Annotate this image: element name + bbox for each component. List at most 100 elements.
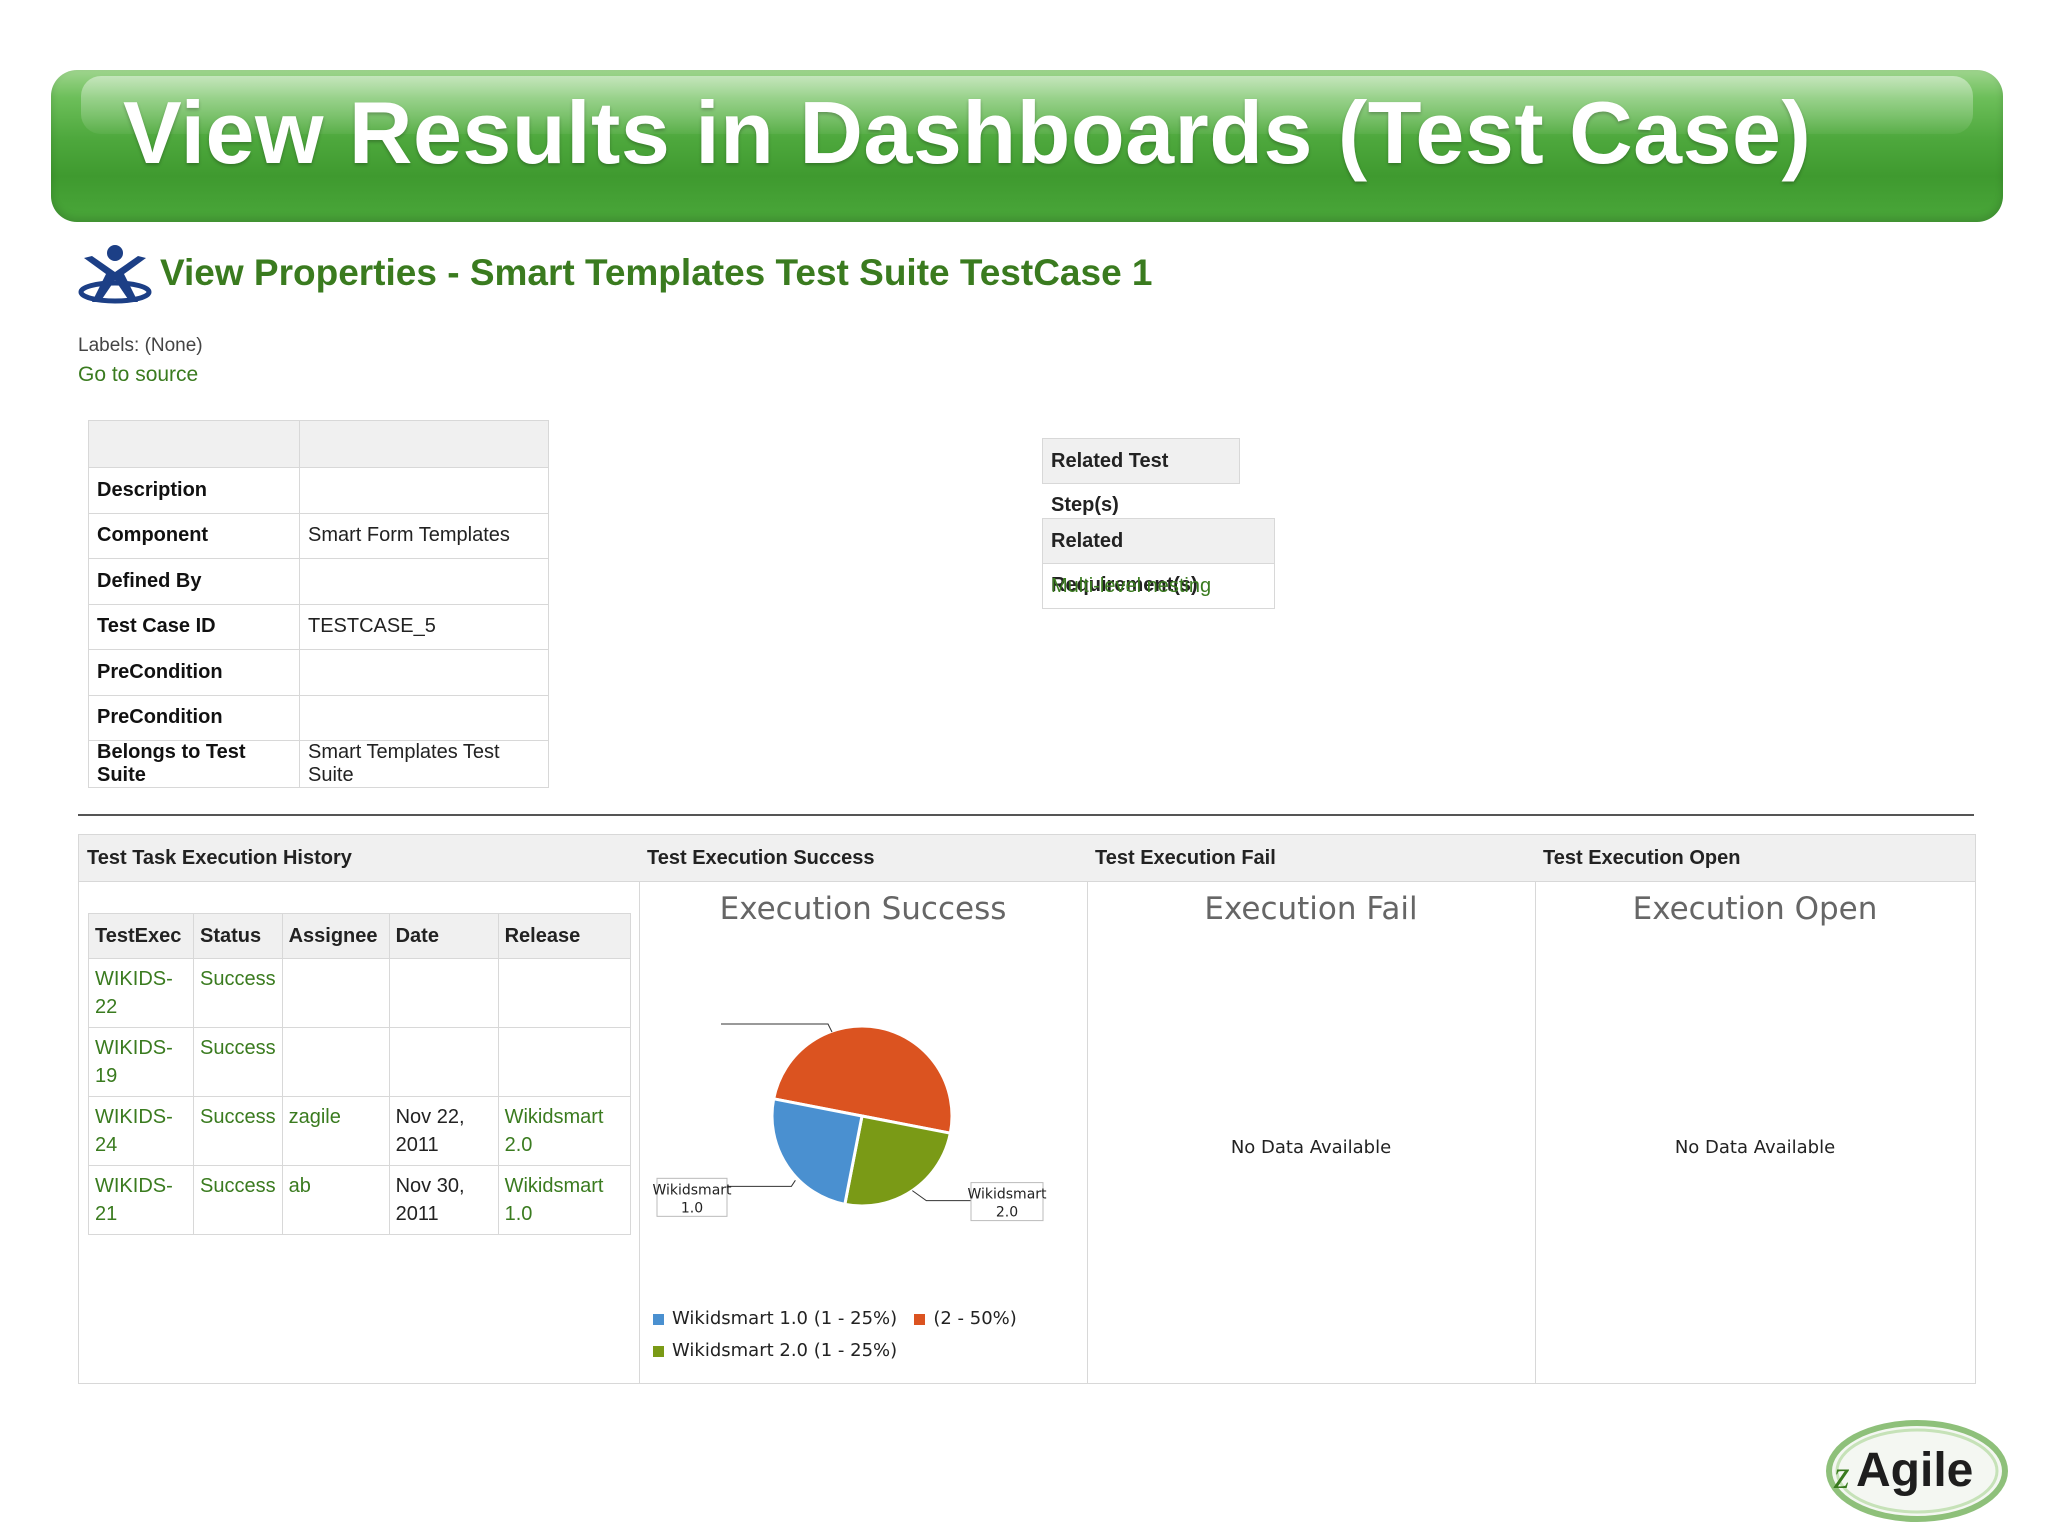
table-row: WIKIDS-24 Success zagile Nov 22, 2011 Wik… bbox=[88, 1096, 632, 1166]
column-header[interactable]: TestExec bbox=[88, 913, 194, 959]
chart-title: Execution Success bbox=[719, 891, 1007, 927]
property-key: Defined By bbox=[88, 558, 300, 605]
property-row: Defined By bbox=[88, 558, 549, 605]
callout-label: 1.0 bbox=[681, 1200, 703, 1216]
properties-header-cell bbox=[88, 420, 300, 468]
callout-label: Wikidsmart bbox=[652, 1182, 732, 1198]
no-data-message: No Data Available bbox=[1230, 1137, 1392, 1158]
panel-header: Test Execution Open bbox=[1535, 835, 1975, 882]
release-line: 2.0 bbox=[504, 1134, 533, 1156]
requirement-link[interactable]: Multi-level nesting bbox=[1043, 563, 1274, 608]
go-to-source-link[interactable]: Go to source bbox=[78, 363, 199, 386]
property-row: Belongs to Test Suite Smart Templates Tes… bbox=[88, 740, 549, 788]
legend-swatch bbox=[914, 1314, 926, 1325]
success-pie-chart: Wikidsmart 2.0 Wikidsmart 1.0 bbox=[652, 1023, 1047, 1222]
test-suite-link[interactable]: Smart Templates Test Suite bbox=[299, 740, 549, 788]
property-key: Belongs to Test Suite bbox=[88, 740, 300, 788]
test-exec-link[interactable]: WIKIDS-24 bbox=[88, 1096, 194, 1166]
callout-leader bbox=[721, 1023, 833, 1033]
release-cell bbox=[497, 958, 632, 1028]
table-row: WIKIDS-19 Success bbox=[88, 1027, 632, 1097]
labels-prefix: Labels: bbox=[78, 335, 140, 356]
labels-line: Labels: (None) bbox=[78, 335, 203, 357]
properties-header-cell bbox=[299, 420, 549, 468]
release-line: Wikidsmart bbox=[504, 1175, 604, 1197]
date-line: Nov 30, bbox=[395, 1175, 465, 1197]
legend-label: Wikidsmart 2.0 (1 - 25%) bbox=[672, 1340, 898, 1361]
legend-item[interactable]: (2 - 50%) bbox=[914, 1308, 1017, 1329]
panel-header: Test Execution Fail bbox=[1087, 835, 1535, 882]
assignee-cell[interactable]: zagile bbox=[281, 1096, 390, 1166]
property-value bbox=[299, 694, 549, 741]
legend-swatch bbox=[653, 1314, 664, 1325]
assignee-cell bbox=[281, 1027, 390, 1097]
legend-item[interactable]: Wikidsmart 2.0 (1 - 25%) bbox=[653, 1340, 897, 1361]
legend-swatch bbox=[653, 1346, 664, 1357]
test-exec-link[interactable]: WIKIDS-22 bbox=[88, 958, 194, 1028]
related-requirements-header: Related Requirement(s) bbox=[1043, 519, 1274, 596]
related-requirements-box: Related Requirement(s) Multi-level nesti… bbox=[1042, 518, 1275, 609]
execution-open-panel: Test Execution Open Execution Open No Da… bbox=[1535, 835, 1975, 1383]
property-value: TESTCASE_5 bbox=[299, 603, 549, 650]
property-key: Description bbox=[88, 467, 300, 514]
callout-leader bbox=[727, 1180, 796, 1187]
status-cell: Success bbox=[193, 1165, 283, 1235]
column-header[interactable]: Status bbox=[193, 913, 283, 959]
property-row: PreCondition bbox=[88, 694, 549, 741]
test-exec-link[interactable]: WIKIDS-21 bbox=[88, 1165, 194, 1235]
execution-history-panel: Test Task Execution History TestExec Sta… bbox=[79, 835, 640, 1383]
release-cell bbox=[497, 1027, 632, 1097]
execution-success-panel: Test Execution Success Execution Success… bbox=[639, 835, 1088, 1383]
title-banner: View Results in Dashboards (Test Case) bbox=[51, 70, 2003, 222]
status-cell: Success bbox=[193, 1027, 283, 1097]
pie-slice[interactable] bbox=[770, 1097, 864, 1207]
properties-header-row bbox=[88, 420, 549, 468]
related-test-steps-box: Related Test Step(s) bbox=[1042, 438, 1240, 516]
panel-header: Test Execution Success bbox=[639, 835, 1087, 882]
date-line: Nov 22, bbox=[395, 1106, 465, 1128]
legend-line: Wikidsmart 1.0 (1 - 25%) (2 - 50%) bbox=[653, 1303, 1017, 1335]
property-row: Description bbox=[88, 467, 549, 514]
column-header[interactable]: Assignee bbox=[281, 913, 390, 959]
callout-leader bbox=[912, 1190, 971, 1202]
logo-prefix: z bbox=[1833, 1452, 1850, 1497]
legend-label: Wikidsmart 1.0 (1 - 25%) bbox=[672, 1308, 898, 1329]
chart-title: Execution Open bbox=[1632, 891, 1878, 927]
legend-label: (2 - 50%) bbox=[933, 1308, 1017, 1329]
property-value bbox=[299, 649, 549, 696]
no-data-message: No Data Available bbox=[1674, 1137, 1836, 1158]
callout-label: 2.0 bbox=[996, 1205, 1018, 1221]
release-line: Wikidsmart bbox=[504, 1106, 604, 1128]
status-cell: Success bbox=[193, 958, 283, 1028]
column-header[interactable]: Release bbox=[497, 913, 632, 959]
properties-table: Description Component Smart Form Template… bbox=[88, 420, 549, 788]
related-test-steps-header: Related Test Step(s) bbox=[1043, 439, 1239, 516]
date-cell: Nov 22, 2011 bbox=[388, 1096, 499, 1166]
status-cell: Success bbox=[193, 1096, 283, 1166]
property-key: Component bbox=[88, 512, 300, 559]
execution-fail-panel: Test Execution Fail Execution Fail No Da… bbox=[1087, 835, 1536, 1383]
pie-slice[interactable] bbox=[843, 1114, 953, 1208]
legend-item[interactable]: Wikidsmart 1.0 (1 - 25%) bbox=[653, 1308, 897, 1329]
pie-legend: Wikidsmart 1.0 (1 - 25%) (2 - 50%) Wikid… bbox=[653, 1303, 1017, 1367]
release-cell[interactable]: Wikidsmart 2.0 bbox=[497, 1096, 632, 1166]
date-cell: Nov 30, 2011 bbox=[388, 1165, 499, 1235]
assignee-cell bbox=[281, 958, 390, 1028]
assignee-cell[interactable]: ab bbox=[281, 1165, 390, 1235]
property-value bbox=[299, 558, 549, 605]
slide-title: View Results in Dashboards (Test Case) bbox=[123, 83, 1812, 182]
panel-header: Test Task Execution History bbox=[79, 835, 639, 882]
component-link[interactable]: Smart Form Templates bbox=[299, 512, 549, 559]
release-cell[interactable]: Wikidsmart 1.0 bbox=[497, 1165, 632, 1235]
column-header[interactable]: Date bbox=[388, 913, 499, 959]
test-exec-link[interactable]: WIKIDS-19 bbox=[88, 1027, 194, 1097]
banner-gloss bbox=[81, 76, 1973, 134]
table-header-row: TestExec Status Assignee Date Release bbox=[88, 913, 632, 959]
date-cell bbox=[388, 958, 499, 1028]
dashboard: Test Task Execution History TestExec Sta… bbox=[78, 834, 1976, 1384]
zagile-logo: z Agile bbox=[1826, 1420, 2008, 1522]
property-key: PreCondition bbox=[88, 649, 300, 696]
date-cell bbox=[388, 1027, 499, 1097]
logo-text: Agile bbox=[1856, 1444, 1973, 1497]
property-value bbox=[299, 467, 549, 514]
